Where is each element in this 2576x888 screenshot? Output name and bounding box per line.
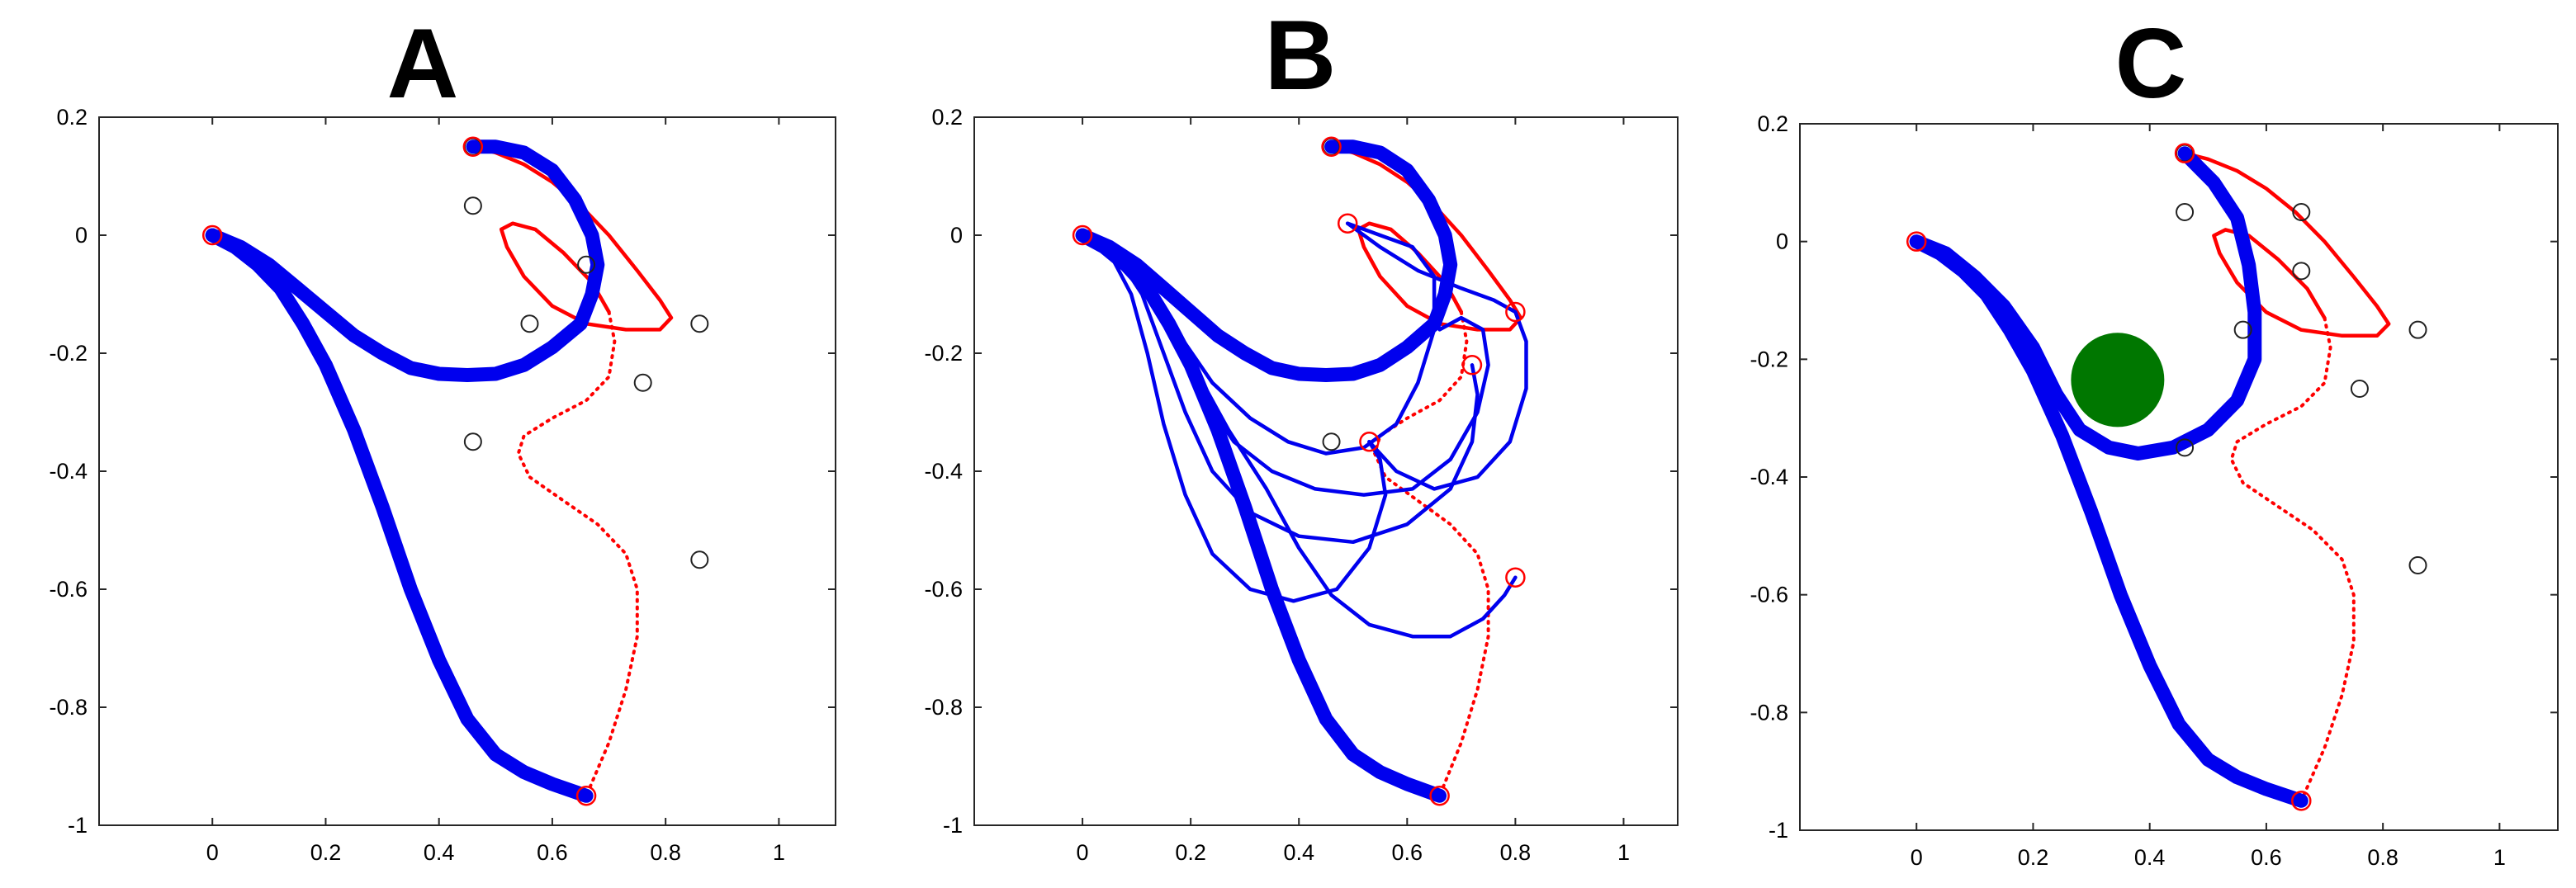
endpoint-marker [1321, 136, 1342, 157]
y-tick-label: -1 [1769, 818, 1788, 843]
waypoint-marker [463, 432, 482, 451]
panel-label: C [2115, 8, 2187, 119]
endpoint-marker [1359, 432, 1380, 452]
y-tick-label: 0 [950, 223, 963, 248]
y-tick-label: 0.2 [1757, 111, 1788, 136]
y-tick-label: 0 [75, 223, 88, 248]
waypoint-marker [577, 255, 596, 274]
x-tick-label: 0.8 [1500, 840, 1532, 865]
y-tick-label: 0.2 [931, 105, 963, 130]
y-tick-label: 0 [1776, 229, 1788, 254]
x-tick-label: 0.8 [2367, 845, 2398, 870]
panel-a: A 0 0.2 0.4 0.6 0.8 1 0.2 0 -0.2 -0.4 -0.6 -0.8 -1 [49, 8, 836, 865]
endpoint-marker [2174, 143, 2195, 163]
trajectory-thin [1345, 221, 1528, 491]
reference-path-dotted [516, 310, 639, 798]
y-tick-label: 0.2 [56, 105, 88, 130]
endpoint-marker [201, 224, 223, 246]
endpoint-marker [462, 136, 484, 157]
x-tick-label: 0.6 [1392, 840, 1423, 865]
endpoint-marker [1461, 355, 1483, 376]
x-tick-label: 0.6 [2251, 845, 2282, 870]
x-tick-label: 0.2 [1175, 840, 1206, 865]
panel-label: A [387, 8, 459, 119]
y-tick-label: -0.8 [924, 695, 963, 720]
panel-b: B 0 0.2 0.4 0.6 0.8 1 0.2 0 -0.2 -0.4 -0.6 -0.8 -1 [924, 0, 1679, 865]
endpoint-marker [1337, 213, 1358, 234]
waypoint-marker [463, 196, 482, 215]
y-tick-label: -0.4 [49, 459, 88, 484]
waypoint-marker [690, 550, 709, 569]
y-tick-label: -0.2 [49, 341, 88, 366]
x-tick-label: 0.6 [537, 840, 568, 865]
endpoint-marker [1072, 224, 1093, 246]
endpoint-marker [1906, 231, 1927, 252]
trajectory-thin [1080, 233, 1480, 545]
x-tick-label: 0.2 [2018, 845, 2049, 870]
x-tick-label: 0 [1911, 845, 1923, 870]
reference-path-dotted [1373, 310, 1490, 798]
waypoint-marker [633, 373, 652, 392]
y-tick-label: -0.6 [924, 577, 963, 602]
waypoint-marker [2292, 203, 2311, 221]
trajectory-thick [1909, 234, 2308, 808]
endpoint-marker [2291, 791, 2312, 811]
y-tick-label: -0.6 [49, 577, 88, 602]
trajectory-thick [1909, 146, 2262, 461]
trajectory-thick [1075, 139, 1458, 382]
x-tick-label: 1 [1617, 840, 1630, 865]
y-tick-label: -0.8 [49, 695, 88, 720]
waypoint-marker [690, 314, 709, 333]
x-tick-label: 0 [206, 840, 219, 865]
x-tick-label: 1 [2493, 845, 2506, 870]
trajectory-thick [205, 139, 605, 382]
x-tick-label: 0.4 [424, 840, 455, 865]
x-tick-label: 1 [773, 840, 785, 865]
reference-path-solid [471, 144, 674, 332]
endpoint-marker [1505, 301, 1526, 323]
waypoint-marker [520, 314, 539, 333]
y-tick-label: -1 [943, 813, 963, 838]
y-tick-label: -0.4 [1750, 465, 1788, 489]
y-tick-label: -0.8 [1750, 700, 1788, 725]
waypoint-marker [2176, 438, 2195, 457]
endpoint-marker [575, 786, 597, 806]
endpoint-marker [1429, 786, 1450, 806]
obstacle-circle [2071, 333, 2165, 427]
trajectory-thin [1080, 233, 1388, 603]
waypoint-marker [2408, 556, 2427, 574]
waypoint-marker [1322, 432, 1341, 451]
waypoint-marker [2292, 262, 2311, 281]
trajectory-thick [1075, 228, 1447, 803]
y-tick-label: -0.2 [1750, 347, 1788, 371]
y-tick-label: -0.6 [1750, 583, 1788, 607]
reference-path-solid [1329, 144, 1523, 332]
x-tick-label: 0.4 [1283, 840, 1314, 865]
x-tick-label: 0.2 [310, 840, 342, 865]
endpoint-marker [1505, 567, 1526, 588]
x-tick-label: 0.8 [650, 840, 681, 865]
y-tick-label: -0.4 [924, 459, 963, 484]
x-tick-label: 0.4 [2134, 845, 2166, 870]
y-tick-label: -1 [68, 813, 88, 838]
trajectory-thick [205, 228, 594, 803]
panel-label: B [1265, 0, 1337, 111]
waypoint-marker [2350, 380, 2369, 398]
waypoint-marker [2176, 203, 2195, 221]
panel-c: C 0 0.2 0.4 0.6 0.8 1 0.2 0 -0.2 -0.4 -0.6 -0.8 -1 [1750, 8, 2559, 870]
waypoint-marker [2233, 320, 2252, 339]
waypoint-marker [2408, 320, 2427, 339]
reference-path-dotted [2229, 316, 2356, 803]
x-tick-label: 0 [1077, 840, 1089, 865]
y-tick-label: -0.2 [924, 341, 963, 366]
